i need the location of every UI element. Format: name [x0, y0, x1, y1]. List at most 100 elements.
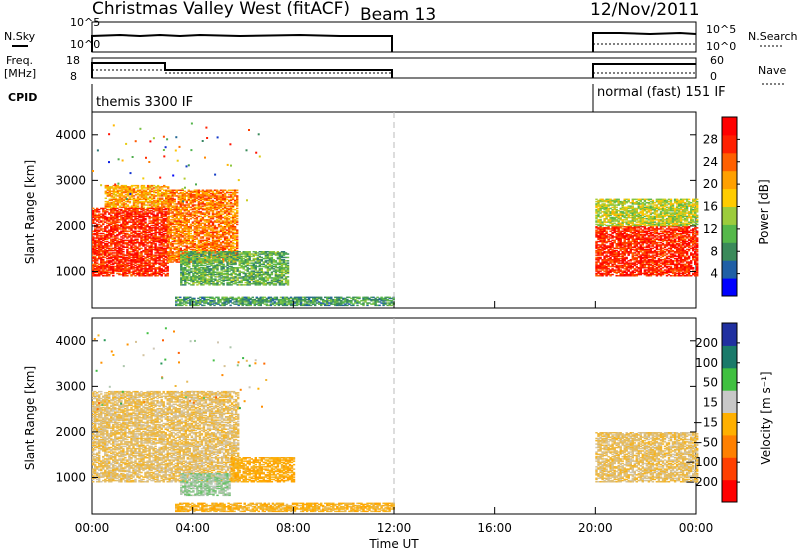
data-cell [201, 240, 205, 243]
data-cell [104, 243, 107, 245]
data-cell [94, 253, 97, 255]
data-cell [98, 215, 101, 218]
data-cell [201, 190, 205, 193]
data-cell [175, 247, 178, 250]
data-cell [207, 215, 211, 218]
data-cell [132, 197, 136, 199]
data-cell [169, 196, 172, 198]
data-cell [122, 261, 125, 263]
data-cell [196, 257, 199, 260]
data-cell [201, 202, 205, 204]
data-cell [177, 252, 180, 254]
data-cell [140, 213, 143, 215]
data-cell [244, 251, 247, 253]
data-cell [231, 203, 235, 205]
data-cell [221, 232, 225, 235]
data-cell [231, 226, 235, 228]
data-cell [186, 273, 189, 276]
data-cell [264, 252, 267, 254]
data-cell [258, 259, 261, 261]
data-cell [134, 254, 137, 256]
data-cell [140, 270, 143, 272]
data-cell [233, 202, 237, 204]
data-cell [211, 192, 215, 195]
data-cell [268, 254, 272, 256]
data-cell [134, 213, 137, 215]
data-cell [201, 197, 205, 199]
data-cell [100, 215, 103, 218]
data-cell [100, 259, 103, 261]
data-cell [152, 213, 155, 215]
data-cell [212, 268, 215, 270]
data-cell [114, 188, 117, 190]
data-cell [198, 257, 201, 260]
data-cell [114, 246, 117, 248]
data-cell [194, 259, 197, 261]
data-cell [116, 249, 119, 252]
data-cell [186, 253, 189, 255]
data-cell [223, 246, 227, 248]
data-cell [110, 252, 113, 254]
data-cell [130, 275, 133, 277]
data-cell [128, 241, 131, 244]
data-cell [173, 191, 176, 194]
data-cell [217, 249, 221, 252]
data-cell [225, 243, 229, 245]
data-cell [219, 243, 223, 245]
data-cell [163, 200, 166, 203]
data-cell [260, 273, 263, 276]
data-cell [260, 270, 263, 272]
data-cell [144, 213, 147, 215]
data-cell [233, 219, 237, 221]
data-cell [181, 236, 184, 238]
data-cell [280, 254, 284, 256]
data-cell [167, 226, 170, 228]
data-cell [158, 230, 161, 232]
data-cell [140, 273, 143, 276]
data-cell [110, 196, 113, 198]
data-cell [183, 229, 186, 231]
data-cell [270, 281, 274, 284]
data-cell [264, 264, 267, 267]
data-cell [146, 259, 149, 261]
data-cell [158, 203, 162, 205]
data-cell [148, 191, 152, 194]
data-cell [207, 207, 211, 210]
data-cell [232, 279, 235, 281]
data-cell [162, 227, 165, 229]
data-cell [221, 261, 225, 263]
data-cell [183, 216, 186, 219]
data-cell [106, 264, 109, 267]
data-cell [98, 223, 101, 226]
data-cell [173, 203, 176, 205]
data-cell [227, 208, 231, 211]
data-cell [102, 260, 105, 262]
data-cell [164, 228, 167, 230]
data-cell [232, 254, 235, 256]
data-cell [96, 232, 99, 235]
data-cell [146, 236, 149, 238]
data-cell [232, 278, 235, 280]
data-cell [112, 230, 115, 232]
data-cell [213, 196, 217, 198]
data-cell [185, 302, 188, 304]
data-cell [188, 251, 191, 253]
data-cell [102, 261, 105, 263]
data-cell [238, 254, 241, 256]
data-cell [224, 256, 227, 259]
data-cell [216, 282, 219, 285]
data-cell [154, 231, 157, 234]
data-cell [160, 216, 163, 219]
data-cell [193, 248, 197, 251]
data-cell [118, 260, 121, 262]
data-cell [258, 268, 261, 270]
data-cell [179, 198, 182, 201]
data-cell [130, 238, 133, 240]
data-cell [227, 248, 231, 251]
data-cell [98, 246, 101, 248]
data-cell [212, 272, 215, 275]
data-cell [169, 235, 172, 237]
data-cell [156, 199, 160, 202]
data-cell [114, 248, 117, 251]
data-cell [142, 249, 145, 252]
